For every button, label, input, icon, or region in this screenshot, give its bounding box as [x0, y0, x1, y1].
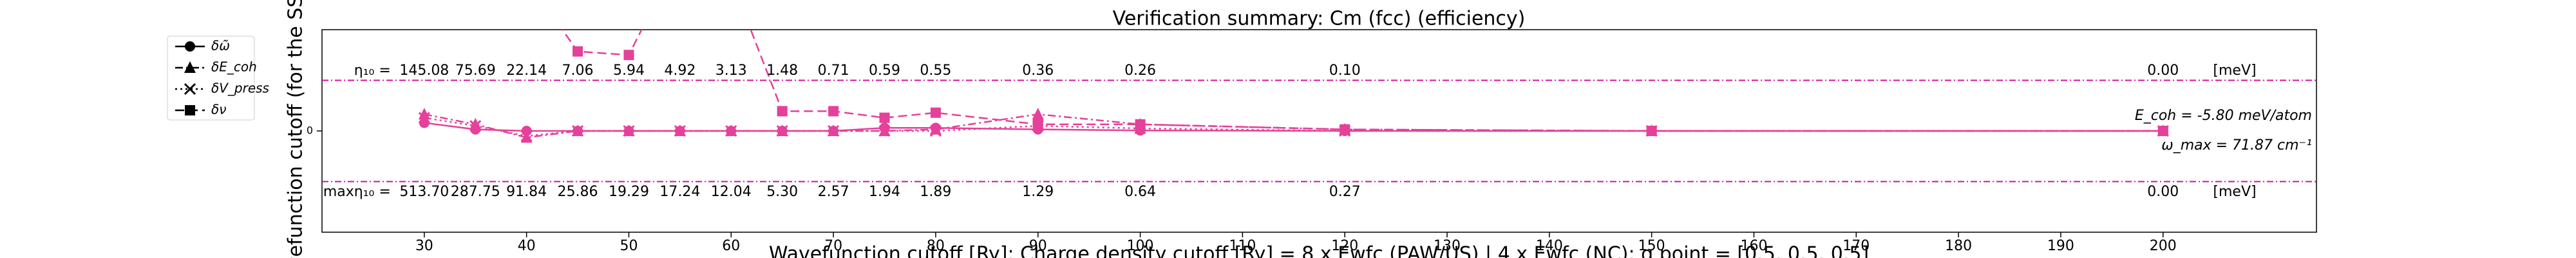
marker	[929, 124, 942, 137]
annotation-value: 0.64	[1124, 184, 1156, 200]
x-tick-label: 50	[620, 238, 638, 254]
annotation-value: 2.57	[818, 184, 849, 200]
legend-label: δV_press	[211, 81, 269, 96]
annotation-value: 25.86	[558, 184, 598, 200]
marker	[184, 83, 196, 95]
annotation-value: 0.27	[1329, 184, 1361, 200]
annotation-unit: [meV]	[2213, 184, 2256, 200]
note: E_coh = -5.80 meV/atom	[2135, 108, 2312, 124]
annotation-value: 0.00	[2147, 63, 2179, 79]
legend-label: δE_coh	[211, 59, 257, 75]
annotation-value: 0.00	[2147, 184, 2179, 200]
marker	[573, 46, 583, 57]
series-line	[424, 117, 2163, 137]
marker	[2157, 126, 2168, 136]
series-line	[561, 30, 2163, 132]
marker	[674, 124, 686, 137]
x-tick-label: 180	[1945, 238, 1972, 254]
annotation-value: 1.29	[1022, 184, 1054, 200]
legend-box	[167, 35, 255, 121]
marker	[1032, 119, 1043, 130]
x-tick-label: 140	[1536, 238, 1563, 254]
chart-title: Verification summary: Cm (fcc) (efficien…	[1113, 8, 1526, 30]
annotation-value: 0.10	[1329, 63, 1361, 79]
y-tick-label: 0	[307, 124, 313, 137]
marker	[623, 50, 634, 61]
legend-label: δν	[211, 102, 226, 117]
marker	[184, 61, 196, 73]
annotation-label: η₁₀ =	[354, 63, 391, 79]
marker	[469, 120, 482, 132]
annotation-value: 513.70	[399, 184, 449, 200]
annotation-value: 5.94	[613, 63, 645, 79]
x-tick-label: 100	[1127, 238, 1154, 254]
annotation-value: 12.04	[711, 184, 752, 200]
annotation-value: 0.36	[1022, 63, 1054, 79]
annotation-value: 1.89	[920, 184, 951, 200]
legend-label: δω̃	[211, 38, 230, 54]
annotation-label: maxη₁₀ =	[323, 184, 391, 200]
marker	[623, 124, 635, 137]
annotation-value: 17.24	[659, 184, 700, 200]
annotation-value: 0.71	[818, 63, 849, 79]
marker	[1135, 119, 1146, 130]
annotation-value: 3.13	[715, 63, 747, 79]
annotation-value: 5.30	[766, 184, 798, 200]
marker	[418, 108, 430, 120]
x-tick-label: 90	[1029, 238, 1047, 254]
annotation-value: 1.48	[766, 63, 798, 79]
marker	[930, 107, 941, 118]
x-tick-label: 130	[1434, 238, 1461, 254]
x-tick-label: 80	[927, 238, 945, 254]
marker	[878, 124, 891, 137]
marker	[776, 124, 788, 137]
x-tick-label: 110	[1229, 238, 1256, 254]
annotation-value: 7.06	[562, 63, 594, 79]
x-tick-label: 70	[824, 238, 842, 254]
annotation-value: 22.14	[506, 63, 547, 79]
marker	[879, 112, 890, 123]
x-tick-label: 200	[2150, 238, 2177, 254]
marker	[828, 106, 839, 117]
marker	[725, 124, 737, 137]
annotation-value: 91.84	[506, 184, 547, 200]
marker	[520, 130, 533, 142]
annotation-value: 75.69	[455, 63, 496, 79]
marker	[828, 124, 840, 137]
annotation-value: 19.29	[609, 184, 649, 200]
marker	[185, 41, 195, 52]
marker	[1646, 126, 1657, 136]
plot-area	[418, 30, 2169, 143]
x-tick-label: 60	[722, 238, 740, 254]
annotation-value: 4.92	[664, 63, 696, 79]
y-axis-label: Wavefunction cutoff (for the SSSP)	[285, 0, 307, 258]
marker	[571, 124, 584, 137]
marker	[469, 117, 482, 130]
x-tick-label: 190	[2047, 238, 2074, 254]
x-tick-label: 150	[1638, 238, 1665, 254]
annotation-value: 0.55	[920, 63, 951, 79]
marker	[185, 105, 195, 115]
annotation-value: 0.26	[1124, 63, 1156, 79]
x-tick-label: 160	[1740, 238, 1767, 254]
annotation-unit: [meV]	[2213, 63, 2256, 79]
x-tick-label: 30	[415, 238, 433, 254]
annotation-value: 145.08	[399, 63, 449, 79]
x-tick-label: 40	[518, 238, 536, 254]
note: ω_max = 71.87 cm⁻¹	[2161, 137, 2312, 154]
annotation-value: 1.94	[869, 184, 900, 200]
marker	[1340, 124, 1350, 135]
annotation-value: 0.59	[869, 63, 900, 79]
marker	[1032, 108, 1044, 120]
x-axis-label: Wavefunction cutoff [Ry]; Charge density…	[769, 243, 1869, 258]
x-tick-label: 120	[1331, 238, 1358, 254]
annotation-value: 287.75	[451, 184, 500, 200]
x-tick-label: 170	[1842, 238, 1870, 254]
marker	[418, 112, 430, 124]
marker	[777, 106, 788, 117]
